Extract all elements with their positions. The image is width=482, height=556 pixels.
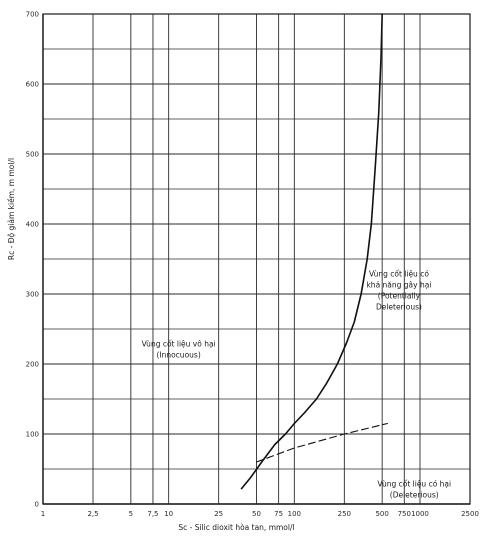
x-tick-label: 1 xyxy=(41,510,45,518)
x-tick-label: 25 xyxy=(214,510,223,518)
region-label-line: Vùng cốt liệu có xyxy=(369,270,429,279)
x-tick-label: 100 xyxy=(288,510,301,518)
region-label-line: Vùng cốt liệu có hại xyxy=(377,480,451,489)
y-tick-label: 700 xyxy=(26,11,39,19)
region-label: Vùng cốt liệu vô hại (Innocuous) xyxy=(142,340,216,360)
solid-boundary-curve xyxy=(240,13,383,490)
x-tick-label: 750 xyxy=(398,510,411,518)
region-label-line: khả năng gây hại xyxy=(366,281,431,290)
y-tick-label: 500 xyxy=(26,151,39,159)
x-tick-label: 75 xyxy=(274,510,283,518)
region-label-line: Deleterious) xyxy=(376,303,422,312)
region-label-line: (Innocuous) xyxy=(156,351,200,360)
region-label-line: Vùng cốt liệu vô hại xyxy=(142,340,216,349)
x-tick-label: 2,5 xyxy=(87,510,98,518)
annotations: Vùng cốt liệu vô hại (Innocuous)Vùng cốt … xyxy=(142,270,452,500)
region-label-line: (Potentially xyxy=(378,292,421,301)
tick-labels: 1 2,5 5 7,5 10 25 50 75 100 250 500 750 1000 2500 0 100… xyxy=(26,11,479,519)
x-tick-label: 250 xyxy=(338,510,351,518)
y-tick-label: 0 xyxy=(35,501,39,509)
y-tick-label: 100 xyxy=(26,431,39,439)
region-label: Vùng cốt liệu có khả năng gây hại (Potenti… xyxy=(366,270,431,312)
y-tick-label: 300 xyxy=(26,291,39,299)
y-axis-title: Rc - Độ giảm kiềm, m mol/l xyxy=(7,158,16,260)
y-tick-label: 400 xyxy=(26,221,39,229)
y-tick-label: 600 xyxy=(26,81,39,89)
plot-frame xyxy=(42,13,471,505)
x-tick-label: 5 xyxy=(129,510,133,518)
region-label-line: (Deleterious) xyxy=(390,491,439,500)
x-tick-label: 10 xyxy=(164,510,173,518)
x-tick-label: 50 xyxy=(252,510,261,518)
grid xyxy=(42,13,471,505)
x-axis-title: Sc - Silic dioxit hòa tan, mmol/l xyxy=(178,523,294,532)
y-tick-label: 200 xyxy=(26,361,39,369)
x-tick-label: 2500 xyxy=(461,510,479,518)
region-label: Vùng cốt liệu có hại (Deleterious) xyxy=(377,480,451,500)
x-tick-label: 7,5 xyxy=(147,510,158,518)
x-tick-label: 500 xyxy=(375,510,388,518)
x-tick-label: 1000 xyxy=(411,510,429,518)
series xyxy=(240,13,388,490)
dashed-boundary-line xyxy=(255,422,388,463)
